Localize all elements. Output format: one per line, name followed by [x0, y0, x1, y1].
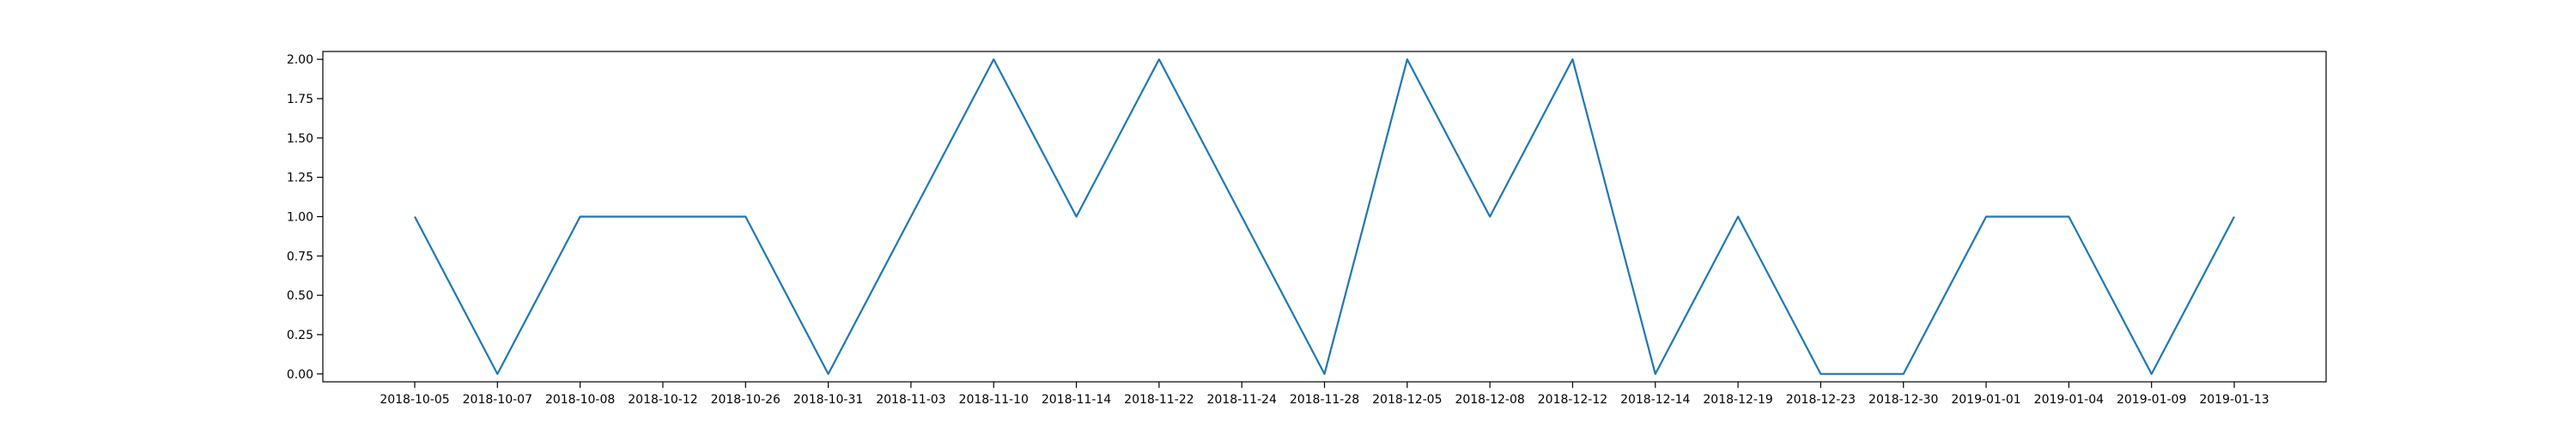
x-tick-label: 2018-12-19	[1703, 393, 1772, 407]
y-tick-label: 1.50	[287, 132, 313, 146]
y-tick-label: 1.25	[287, 172, 313, 185]
y-tick-label: 0.25	[287, 329, 313, 342]
x-tick-label: 2019-01-04	[2034, 393, 2104, 407]
x-tick-label: 2018-11-22	[1124, 393, 1194, 407]
x-tick-label: 2018-11-14	[1042, 393, 1111, 407]
x-tick-label: 2018-12-23	[1786, 393, 1856, 407]
x-tick-label: 2018-12-30	[1868, 393, 1938, 407]
x-tick-label: 2018-12-14	[1620, 393, 1690, 407]
x-tick-label: 2018-10-26	[711, 393, 781, 407]
y-tick-label: 1.00	[287, 211, 313, 225]
x-tick-label: 2018-12-08	[1455, 393, 1524, 407]
y-tick-label: 0.75	[287, 250, 313, 263]
x-tick-label: 2018-12-12	[1538, 393, 1607, 407]
y-tick-label: 1.75	[287, 93, 313, 106]
series-line	[414, 58, 2235, 375]
x-tick-label: 2018-11-10	[959, 393, 1029, 407]
x-tick-label: 2019-01-09	[2117, 393, 2186, 407]
x-tick-label: 2018-10-07	[463, 393, 532, 407]
x-tick-label: 2018-11-28	[1290, 393, 1359, 407]
x-tick-label: 2018-10-31	[793, 393, 863, 407]
x-axis: 2018-10-05 2018-10-07 2018-10-08 2018-10-12…	[380, 382, 2269, 407]
x-tick-label: 2019-01-01	[1951, 393, 2020, 407]
x-tick-label: 2018-11-24	[1206, 393, 1276, 407]
x-tick-label: 2018-10-05	[380, 393, 449, 407]
y-tick-label: 0.50	[287, 289, 313, 303]
x-tick-label: 2018-11-03	[876, 393, 945, 407]
y-tick-label: 2.00	[287, 53, 313, 67]
x-tick-label: 2018-12-05	[1372, 393, 1442, 407]
plot-frame	[322, 51, 2327, 383]
y-tick-label: 0.00	[287, 368, 313, 382]
y-axis: 0.00 0.25 0.50 0.75 1.00 1.25 1.50 1.75 2.00	[287, 53, 323, 382]
x-tick-label: 2019-01-13	[2199, 393, 2269, 407]
x-tick-label: 2018-10-12	[628, 393, 697, 407]
x-tick-label: 2018-10-08	[545, 393, 615, 407]
series-layer	[414, 58, 2235, 375]
